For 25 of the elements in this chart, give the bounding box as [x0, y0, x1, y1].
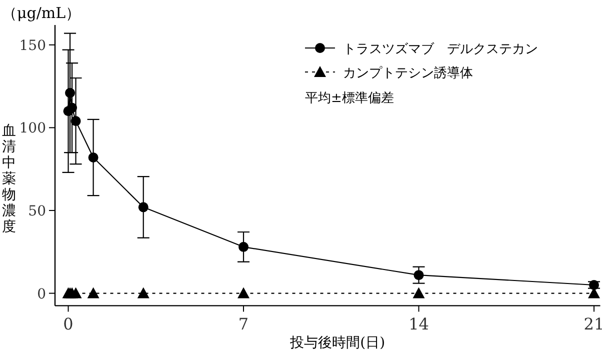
point [87, 287, 100, 298]
y-tick-label: 100 [19, 120, 46, 137]
legend-label: トラスツズマブ デルクステカン [343, 42, 538, 57]
x-axis-title: 投与後時間(日) [289, 335, 386, 351]
x-tick-label: 7 [238, 314, 249, 334]
point [138, 202, 148, 212]
annotation: 平均±標準偏差 [305, 91, 394, 106]
point [70, 287, 82, 298]
point [88, 152, 98, 162]
point [412, 287, 425, 298]
x-tick-label: 0 [63, 314, 74, 334]
x-tick-label: 21 [584, 314, 602, 334]
x-tick-label: 14 [408, 314, 429, 334]
point [238, 242, 249, 252]
text: （μg/mL） [2, 4, 81, 22]
legend-label: カンプトテシン誘導体 [343, 66, 473, 81]
y-tick-label: 150 [19, 38, 46, 54]
point [67, 102, 78, 113]
y-axis-title: 血清中薬物濃度 [2, 123, 16, 235]
y-tick-label: 50 [28, 203, 46, 220]
y-tick-label: 0 [37, 286, 46, 302]
point [137, 287, 150, 298]
point [65, 88, 76, 98]
point [238, 287, 250, 298]
point [70, 116, 81, 126]
